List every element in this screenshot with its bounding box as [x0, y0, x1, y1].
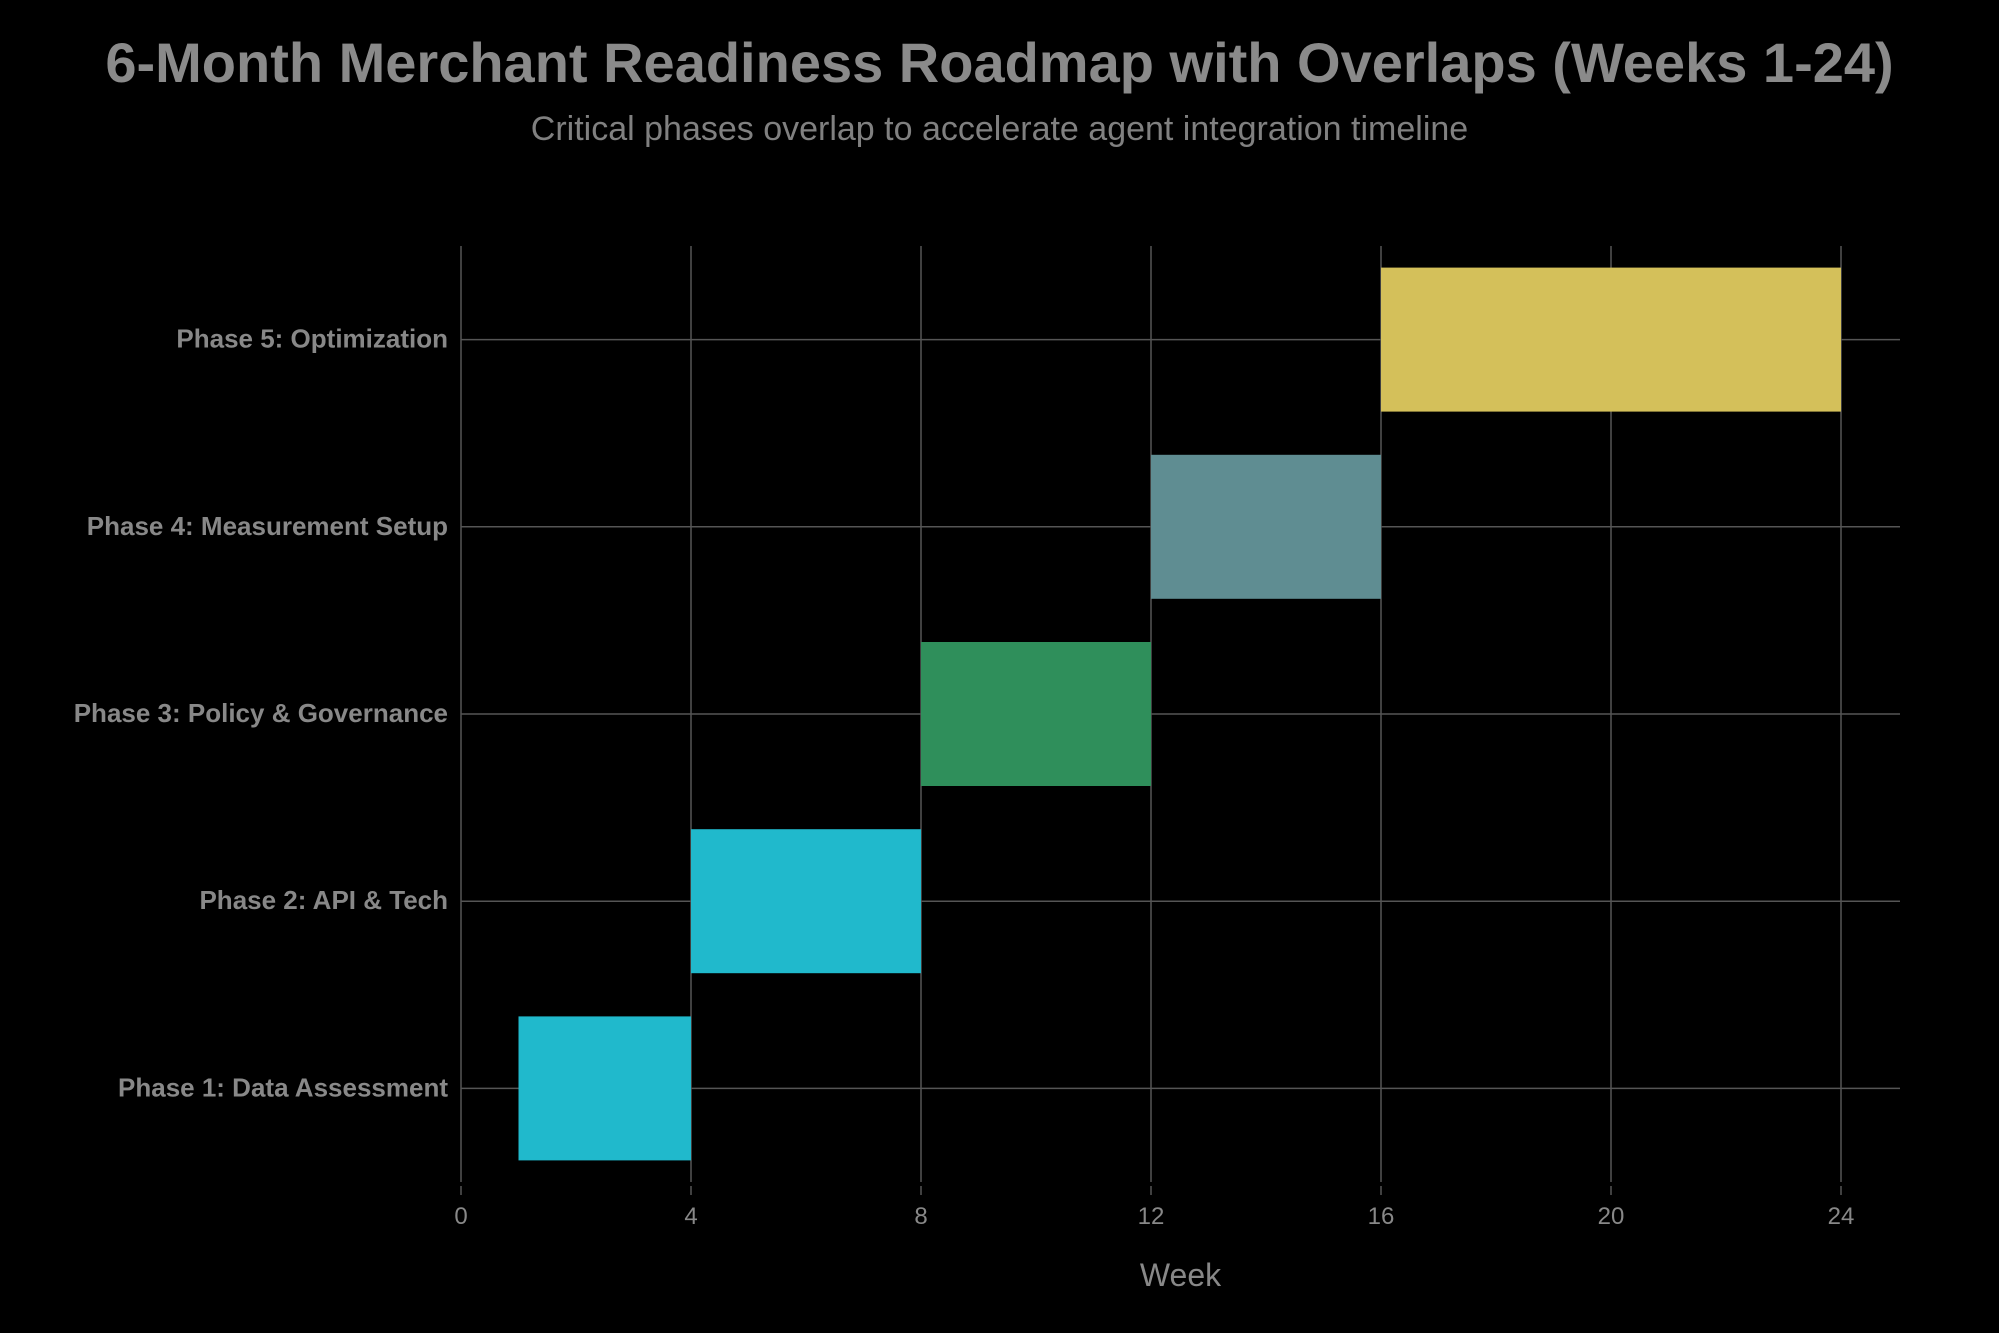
svg-text:12: 12: [1138, 1203, 1165, 1230]
svg-text:Phase 2: API & Tech: Phase 2: API & Tech: [199, 885, 448, 915]
svg-text:Phase 4: Measurement Setup: Phase 4: Measurement Setup: [87, 511, 448, 541]
svg-text:16: 16: [1368, 1203, 1395, 1230]
svg-text:0: 0: [454, 1203, 467, 1230]
svg-text:Phase 3: Policy & Governance: Phase 3: Policy & Governance: [74, 698, 448, 728]
svg-text:8: 8: [914, 1203, 927, 1230]
svg-text:20: 20: [1598, 1203, 1625, 1230]
svg-text:Phase 1: Data Assessment: Phase 1: Data Assessment: [118, 1072, 448, 1102]
svg-text:4: 4: [684, 1203, 697, 1230]
svg-text:24: 24: [1828, 1203, 1855, 1230]
svg-text:Phase 5: Optimization: Phase 5: Optimization: [176, 324, 448, 354]
svg-text:Week: Week: [1140, 1257, 1222, 1293]
